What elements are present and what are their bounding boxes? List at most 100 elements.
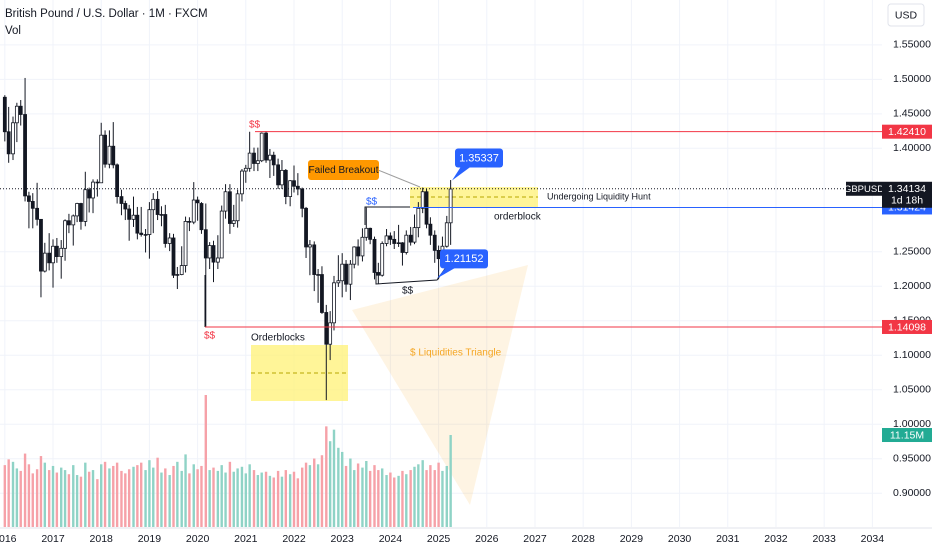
volume-bar — [264, 471, 268, 527]
volume-bar — [96, 479, 99, 527]
volume-bar — [192, 464, 195, 527]
liquidity-label: $$ — [402, 286, 414, 297]
candle-body — [211, 245, 216, 263]
volume-bar — [337, 447, 340, 527]
candle-body — [42, 252, 47, 272]
failed-breakout-box — [308, 160, 379, 180]
volume-bar — [272, 477, 275, 527]
candle-body — [139, 232, 144, 235]
candle-body — [235, 193, 240, 222]
volume-bar — [23, 453, 27, 527]
volume-bar — [421, 460, 424, 527]
x-tick-label: 2033 — [812, 533, 836, 545]
candle-body — [432, 234, 437, 251]
volume-bar — [132, 466, 135, 527]
liquidity-triangle — [352, 265, 528, 505]
volume-bar — [43, 462, 47, 527]
liquidity-label: $$ — [366, 197, 378, 208]
volume-bar — [445, 465, 448, 527]
candle-body — [344, 263, 348, 285]
x-tick-label: 2026 — [475, 533, 499, 545]
candle-body — [227, 191, 232, 224]
candle-body — [111, 145, 116, 166]
candle-body — [396, 242, 401, 245]
volume-bar — [15, 468, 19, 527]
candle-body — [280, 169, 284, 186]
volume-bar — [7, 459, 10, 527]
volume-bar — [413, 466, 416, 527]
volume-bar — [60, 467, 63, 527]
volume-bar — [316, 464, 320, 527]
volume-bar — [200, 465, 203, 527]
volume-bar — [280, 476, 284, 527]
volume-bar — [252, 470, 256, 527]
x-tick-label: 2022 — [282, 533, 306, 545]
x-tick-label: 2029 — [620, 533, 644, 545]
candle-body — [95, 181, 100, 184]
volume-bar — [152, 467, 155, 527]
candle-body — [163, 214, 168, 244]
candle-body — [408, 234, 413, 243]
volume-bar — [55, 472, 59, 527]
candle-body — [115, 164, 120, 197]
volume-bar — [3, 465, 7, 527]
volume-bar — [361, 467, 364, 527]
volume-bar — [47, 470, 51, 527]
volume-title: Vol — [5, 25, 21, 37]
candle-body — [191, 199, 196, 223]
candle-body — [436, 249, 441, 260]
volume-bar — [39, 456, 43, 527]
candle-body — [131, 214, 136, 220]
volume-bar — [248, 464, 251, 527]
candle-body — [47, 252, 52, 264]
volume-bar — [228, 461, 232, 527]
candle-body — [87, 189, 92, 199]
volume-bar — [381, 468, 384, 527]
candle-body — [215, 257, 220, 263]
volume-bar — [180, 470, 183, 527]
x-tick-label: 2016 — [0, 533, 17, 545]
volume-bar — [87, 471, 91, 527]
volume-bar — [212, 467, 215, 527]
candle-body — [223, 191, 228, 212]
candle-body — [127, 208, 132, 220]
volume-bar — [108, 468, 111, 527]
candle-body — [276, 164, 280, 186]
candle-body — [448, 188, 453, 224]
candle-body — [123, 203, 128, 210]
candle-body — [252, 152, 256, 164]
candle-body — [119, 196, 124, 204]
y-tick-label: 1.05000 — [893, 384, 931, 396]
liquidity-label: $$ — [204, 331, 216, 342]
callout-pointer — [437, 267, 456, 279]
volume-bar — [67, 474, 71, 527]
volume-bar — [368, 470, 372, 527]
volume-bar — [176, 461, 179, 527]
x-tick-label: 2018 — [90, 533, 114, 545]
y-tick-label: 1.50000 — [893, 73, 931, 85]
candle-body — [63, 220, 67, 249]
volume-bar — [63, 470, 67, 527]
candle-body — [71, 215, 76, 226]
volume-bar — [204, 395, 207, 527]
y-tick-label: 0.95000 — [893, 452, 931, 464]
volume-bar — [320, 455, 324, 527]
volume-bar — [115, 462, 119, 527]
x-tick-label: 2028 — [572, 533, 596, 545]
volume-bar — [356, 463, 360, 527]
candle-body — [292, 180, 296, 187]
x-tick-label: 2034 — [861, 533, 885, 545]
volume-bar — [260, 472, 263, 527]
volume-bar — [75, 475, 79, 527]
volume-bar — [409, 470, 412, 527]
y-tick-label: 1.25000 — [893, 246, 931, 258]
volume-bar — [344, 465, 348, 527]
candle-body — [39, 218, 43, 272]
level-label-box — [882, 124, 932, 139]
volume-bar — [120, 470, 123, 527]
candle-body — [203, 229, 208, 259]
volume-bar — [184, 454, 187, 527]
candle-body — [240, 170, 244, 195]
candle-body — [11, 122, 15, 155]
x-tick-label: 2023 — [331, 533, 355, 545]
